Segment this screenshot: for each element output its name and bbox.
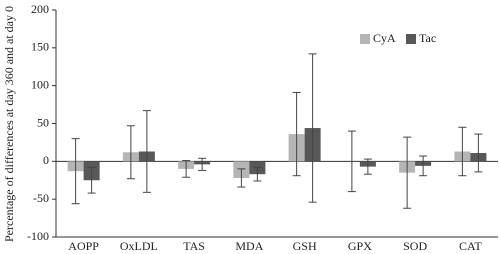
x-tick-label: GPX [348, 239, 372, 253]
y-tick-label: 50 [37, 115, 49, 129]
legend-label: Tac [419, 31, 436, 45]
y-tick-label: 100 [31, 77, 49, 91]
x-tick-label: GSH [293, 239, 317, 253]
y-tick-label: 150 [31, 40, 49, 54]
x-tick-label: OxLDL [120, 239, 158, 253]
x-tick-label: AOPP [68, 239, 99, 253]
y-tick-label: 0 [43, 153, 49, 167]
x-tick-label: SOD [403, 239, 427, 253]
legend-label: CyA [373, 31, 396, 45]
x-tick-label: TAS [183, 239, 205, 253]
legend-swatch [406, 34, 416, 44]
y-tick-label: -50 [33, 191, 49, 205]
legend-swatch [360, 34, 370, 44]
x-tick-label: CAT [459, 239, 482, 253]
x-tick-label: MDA [235, 239, 263, 253]
y-tick-label: 200 [31, 2, 49, 16]
y-tick-label: -100 [27, 229, 49, 243]
y-axis-label: Percentage of differences at day 360 and… [2, 6, 16, 242]
